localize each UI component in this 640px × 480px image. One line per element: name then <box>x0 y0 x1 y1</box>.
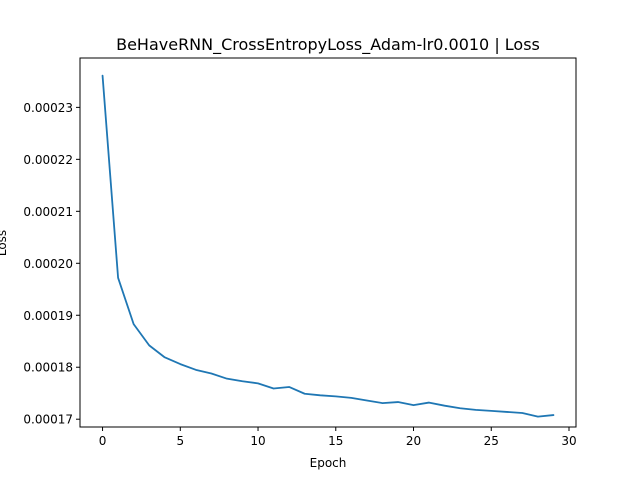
y-tick-label: 0.00019 <box>23 309 73 323</box>
plot-area: 0 5 10 15 20 25 30 0.00017 0.00018 0.00019 0.00020… <box>23 74 577 448</box>
loss-series-line <box>101 74 555 418</box>
data-point <box>319 394 321 396</box>
data-point <box>366 399 368 401</box>
x-tick-label: 30 <box>561 434 576 448</box>
data-point <box>537 415 539 417</box>
y-tick-label: 0.00023 <box>23 101 73 115</box>
data-point <box>335 395 337 397</box>
x-axis-label: Epoch <box>310 456 347 470</box>
data-point <box>272 387 274 389</box>
data-point <box>475 409 477 411</box>
data-point <box>443 404 445 406</box>
data-point <box>117 277 119 279</box>
data-point <box>459 407 461 409</box>
data-point <box>132 323 134 325</box>
y-axis-label: Loss <box>0 230 9 256</box>
chart-title: BeHaveRNN_CrossEntropyLoss_Adam-lr0.0010… <box>116 35 540 55</box>
data-point <box>148 344 150 346</box>
y-tick-label: 0.00018 <box>23 361 73 375</box>
data-point <box>241 380 243 382</box>
x-tick-label: 5 <box>176 434 184 448</box>
data-point <box>288 386 290 388</box>
data-point <box>195 369 197 371</box>
data-point <box>552 414 554 416</box>
data-point <box>490 410 492 412</box>
data-point <box>210 372 212 374</box>
data-point <box>164 356 166 358</box>
x-tick-label: 20 <box>406 434 421 448</box>
data-point <box>101 74 103 76</box>
data-point <box>226 377 228 379</box>
x-tick-label: 0 <box>99 434 107 448</box>
y-tick-label: 0.00020 <box>23 257 73 271</box>
data-point <box>412 404 414 406</box>
x-tick-label: 10 <box>250 434 265 448</box>
x-tick-label: 25 <box>484 434 499 448</box>
axes-frame <box>79 57 577 428</box>
y-tick-label: 0.00022 <box>23 153 73 167</box>
y-tick-label: 0.00017 <box>23 413 73 427</box>
data-point <box>303 393 305 395</box>
data-point <box>397 401 399 403</box>
data-point <box>350 397 352 399</box>
data-point <box>428 401 430 403</box>
x-tick-label: 15 <box>328 434 343 448</box>
data-point <box>381 402 383 404</box>
data-point <box>521 412 523 414</box>
data-point <box>506 411 508 413</box>
y-tick-label: 0.00021 <box>23 205 73 219</box>
data-point <box>257 382 259 384</box>
data-point <box>179 363 181 365</box>
